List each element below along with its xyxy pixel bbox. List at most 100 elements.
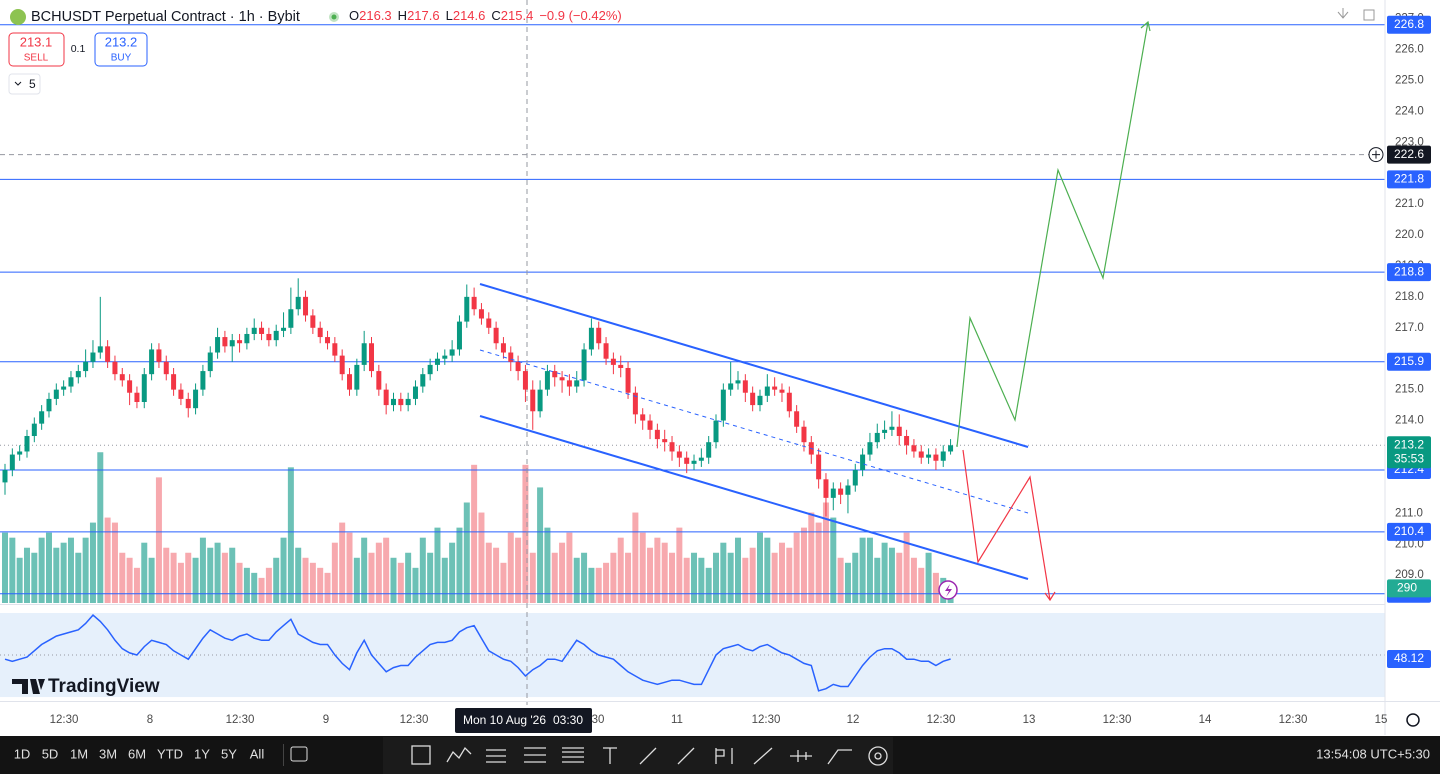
rsi-line (4, 614, 951, 692)
icon-date-range[interactable] (290, 746, 308, 762)
range-button[interactable]: 5D (42, 746, 59, 761)
symbol-logo (10, 9, 26, 25)
tool-text[interactable] (603, 747, 617, 764)
tool-gann[interactable] (524, 747, 546, 763)
volume-bar (742, 557, 749, 603)
volume-bar (698, 557, 705, 603)
x-tick-label: 11 (671, 714, 683, 726)
ohlc-key: C (491, 8, 500, 23)
volume-bar (23, 547, 30, 603)
candle-body (610, 358, 616, 365)
volume-bar (925, 552, 932, 603)
x-tick-label: 12:30 (1103, 714, 1132, 726)
candle-body (361, 343, 367, 365)
tool-pitchfork[interactable] (562, 747, 584, 763)
volume-bar (537, 487, 544, 603)
y-tick-label: 215.0 (1395, 384, 1424, 396)
candle-body (757, 395, 763, 406)
ohlc-key: O (349, 8, 359, 23)
candle-body (17, 451, 23, 455)
chart-area (0, 0, 1440, 705)
buy-label: BUY (111, 53, 132, 64)
candle-body (149, 349, 155, 375)
buy-button[interactable] (94, 32, 148, 67)
candle-body (522, 371, 528, 390)
level-label-bg (1387, 352, 1431, 371)
volume-bar (221, 552, 228, 603)
indicator-count: 5 (29, 77, 36, 91)
header: BCHUSDT Perpetual Contract · 1h · Bybit … (8, 8, 1375, 95)
crosshair-plus-sign (1372, 150, 1380, 159)
range-button[interactable]: 6M (128, 746, 146, 761)
candle-body (874, 432, 880, 443)
tool-magnet[interactable] (868, 746, 888, 766)
candle-body (632, 392, 638, 415)
volume-bar (507, 532, 514, 603)
candle-body (559, 377, 565, 381)
volume-label-bg (1387, 579, 1431, 598)
volume-bar (881, 542, 888, 603)
range-button[interactable]: 5Y (221, 746, 237, 761)
candle-body (823, 479, 829, 498)
volume-bar (60, 542, 67, 603)
volume-bar (148, 557, 155, 603)
volume-bar (822, 502, 829, 603)
volume-bar (727, 552, 734, 603)
candle-body (464, 296, 470, 322)
candle-body (786, 392, 792, 412)
candle-body (288, 309, 294, 328)
volume-bar (133, 567, 140, 603)
range-button[interactable]: 1D (14, 746, 31, 761)
range-button[interactable]: YTD (157, 746, 183, 761)
volume-bar (89, 522, 96, 603)
ohlc: O216.3 H217.6 L214.6 C215.4 −0.9 (−0.42%) (349, 8, 622, 23)
tool-brush[interactable] (827, 749, 852, 765)
candle-body (603, 343, 609, 359)
candle-body (427, 364, 433, 375)
candle-body (816, 454, 822, 480)
volume-bar (786, 547, 793, 603)
volume-bar (104, 517, 111, 603)
candle-body (97, 346, 103, 353)
volume-bar (456, 527, 463, 603)
settings-icon[interactable] (1406, 713, 1420, 727)
tool-flag[interactable] (715, 748, 725, 764)
range-button[interactable]: 3M (99, 746, 117, 761)
candle-body (801, 426, 807, 443)
volume-bar (632, 512, 639, 603)
x-tick-label: 13 (1023, 714, 1036, 726)
y-tick-label: 214.0 (1395, 415, 1424, 427)
volume-bar (749, 547, 756, 603)
volume-bar (45, 532, 52, 603)
logo-text: TradingView (48, 676, 160, 697)
tool-trendline[interactable] (639, 747, 657, 765)
range-button[interactable]: 1Y (194, 746, 210, 761)
volume-bar (199, 537, 206, 603)
volume-bar (551, 552, 558, 603)
candle-body (772, 386, 778, 390)
volume-bar (9, 537, 16, 603)
tool-path[interactable] (446, 746, 472, 763)
icon-maximize[interactable] (1363, 9, 1375, 21)
volume-bar (317, 567, 324, 603)
candle-body (684, 457, 690, 464)
tool-rectangle[interactable] (411, 745, 431, 765)
volume-bar (280, 537, 287, 603)
volume-bar (581, 552, 588, 603)
tool-projection[interactable] (753, 747, 773, 765)
tool-fib[interactable] (486, 749, 506, 763)
volume-bar (251, 572, 258, 603)
icon-collapse[interactable] (1337, 8, 1349, 19)
range-button[interactable]: All (250, 746, 265, 761)
range-button[interactable]: 1M (70, 746, 88, 761)
sell-button[interactable] (8, 32, 65, 67)
ohlc-key: H (398, 8, 407, 23)
separator (283, 744, 284, 766)
volume-bar (155, 477, 162, 603)
tool-ray[interactable] (677, 747, 695, 765)
indicators-toggle[interactable] (8, 73, 41, 95)
candle-body (68, 377, 74, 387)
volume-bar (141, 542, 148, 603)
level-label: 210.4 (1394, 524, 1424, 538)
tool-position[interactable] (790, 750, 812, 762)
